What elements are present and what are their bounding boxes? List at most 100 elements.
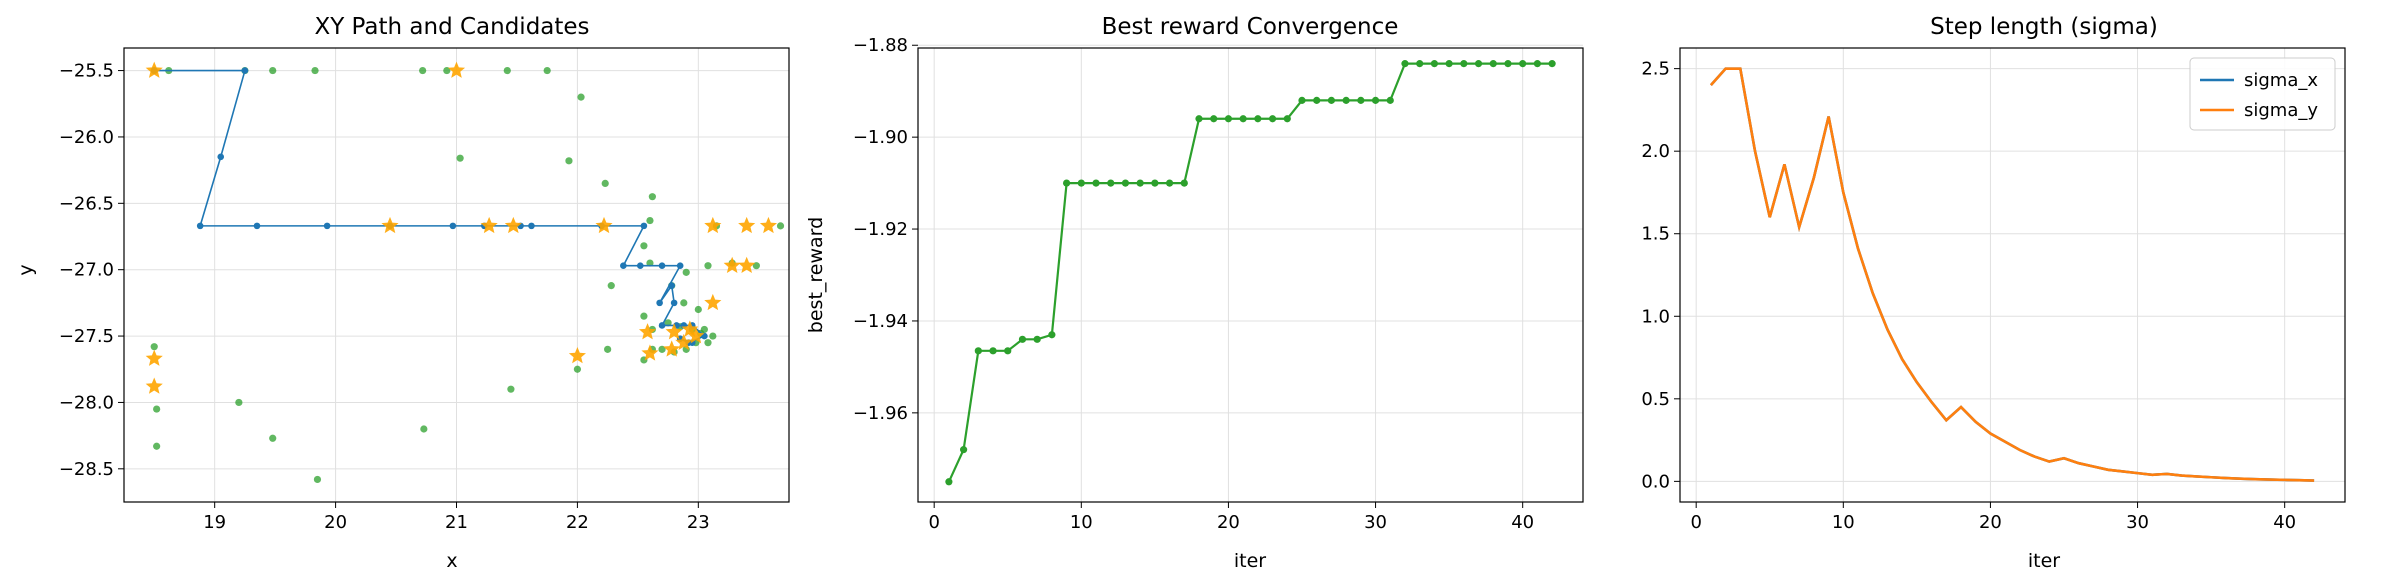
candidate-point [607,282,615,290]
x-tick-label: 21 [445,512,468,533]
candidate-point [443,66,451,75]
candidate-point [704,262,712,270]
candidate-point [235,398,243,407]
x-tick-label: 10 [1832,512,1855,533]
candidate-point [420,425,428,433]
best-star [704,293,722,311]
y-tick-label: 0.5 [1641,389,1670,410]
best-reward-point [1357,96,1365,104]
best-reward-point [1165,179,1174,187]
candidate-point [752,262,760,270]
candidate-point [640,312,648,320]
best-reward-point [1254,115,1262,123]
best-reward-point [1416,60,1424,68]
best-reward-point [1401,60,1409,68]
sigma_y-line [1709,67,2315,482]
axes-frame [123,47,790,503]
x-tick-label: 40 [2273,512,2296,533]
panel-title: Step length (sigma) [1930,14,2158,40]
candidate-point [507,385,515,393]
best-star [675,333,693,350]
candidate-point [565,157,573,165]
axis-ticks: 0 10 20 30 40 −1.88 −1.90 −1.92 −1.94 −1.96 [853,35,1534,533]
y-tick-label: −26.5 [59,193,114,214]
best-reward-point [1342,96,1350,104]
path-point [196,222,204,230]
legend-label: sigma_y [2244,100,2318,121]
best-reward-point [1474,60,1483,68]
y-tick-label: −1.88 [853,35,908,56]
best-star [480,216,498,234]
candidate-point [153,442,161,450]
best-reward-point [1283,115,1291,123]
candidate-point [573,365,582,373]
y-tick-label: 1.5 [1641,224,1670,245]
candidate-point [269,66,277,75]
y-tick-label: −26.0 [59,127,114,148]
path-point [640,222,648,230]
best-reward-point [1107,179,1115,187]
best-reward-point [1519,60,1527,68]
best-reward-point [1136,179,1144,187]
plot-marks [945,60,1556,486]
legend-label: sigma_x [2244,70,2318,91]
best-reward-point [1313,96,1321,104]
path-point [656,299,663,307]
candidate-point [646,259,654,267]
candidate-point [694,305,702,314]
best-star [381,216,399,234]
path-point [670,299,678,307]
best-star [145,377,163,394]
y-tick-label: −1.90 [853,127,908,148]
candidate-point [658,345,666,353]
candidate-point [543,66,551,75]
path-point [676,262,684,270]
best-reward-point [1077,179,1085,187]
best-reward-point [1430,60,1439,68]
path-point [668,282,676,289]
xy-path-panel: XY Path and Candidates x y 19 20 21 22 23 −25… [15,14,790,572]
y-tick-label: −1.92 [853,219,908,240]
candidate-point [153,405,161,413]
best-reward-point [1533,60,1541,68]
best-reward-point [1062,179,1071,187]
path-point [636,262,644,270]
y-tick-label: −1.96 [853,403,908,424]
x-tick-label: 23 [687,512,710,533]
y-tick-label: −27.0 [59,260,114,281]
axes-frame [917,47,1584,503]
y-tick-label: −28.0 [59,392,114,413]
axis-ticks: 19 20 21 22 23 −25.5 −26.0 −26.5 −27.0 −27.5 −28.0… [59,61,710,533]
x-tick-label: 40 [1511,512,1534,533]
x-tick-label: 22 [566,512,589,533]
candidate-point [648,193,656,201]
y-tick-label: 0.0 [1641,471,1670,492]
best-star [723,256,741,273]
y-tick-label: −28.5 [59,459,114,480]
candidate-point [313,475,322,484]
best-reward-point [1210,115,1218,123]
path-point [323,222,331,230]
grid [1680,48,2345,502]
best-reward-point [1460,60,1468,68]
path-point [241,67,249,74]
y-tick-label: −25.5 [59,61,114,82]
best-reward-point [1004,347,1012,355]
legend-box [2189,57,2336,131]
step-length-panel: Step length (sigma) iter 0 10 20 30 40 0.0 0.5… [1641,14,2346,572]
candidate-point [682,268,690,276]
best-star [738,216,756,234]
best-reward-point [1195,115,1203,123]
panel-title: XY Path and Candidates [314,14,589,40]
best-star [738,256,756,273]
best-reward-point [1048,331,1056,339]
candidate-point [604,345,612,353]
axes-frame [1679,47,2346,503]
best-reward-point [1092,179,1100,187]
plot-marks [1709,67,2315,482]
x-axis-label: x [446,550,457,572]
y-tick-label: 2.5 [1641,59,1670,80]
candidate-point [150,343,158,351]
path-point [658,322,666,329]
